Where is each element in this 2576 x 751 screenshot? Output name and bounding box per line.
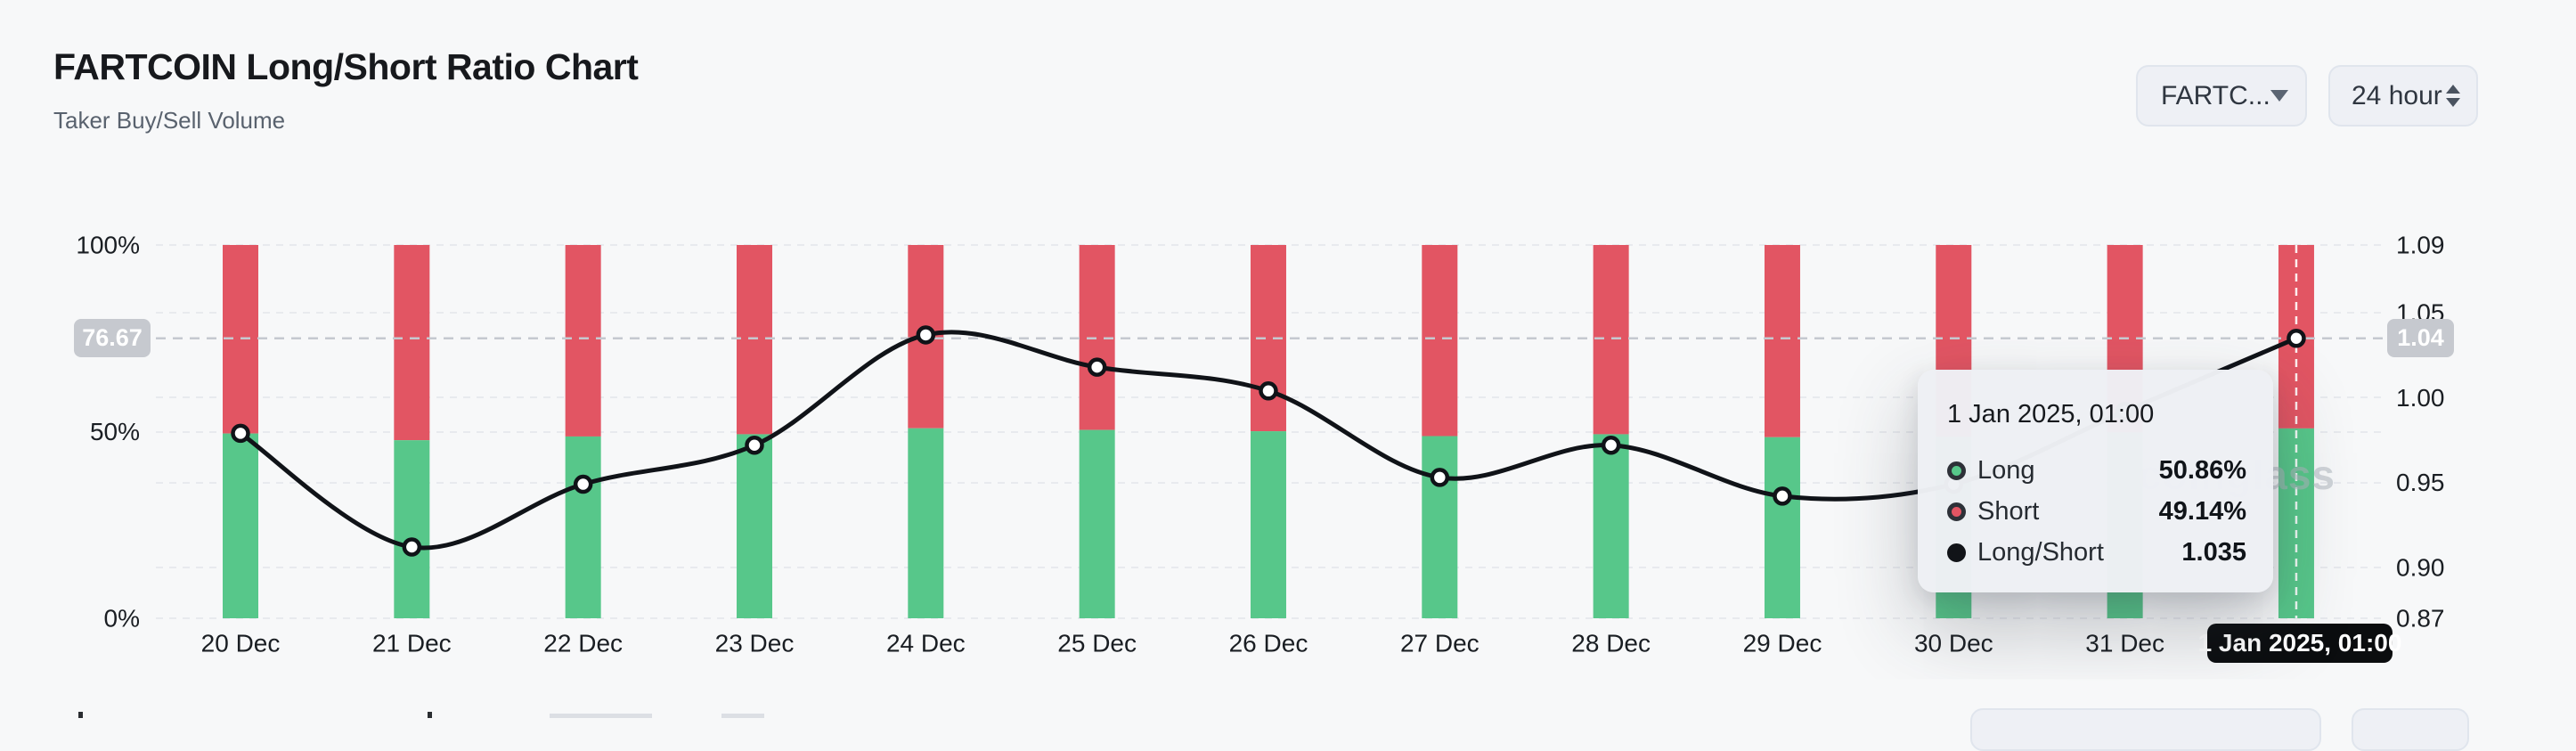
page-subtitle: Taker Buy/Sell Volume	[53, 107, 286, 134]
bottom-cutoff-text	[721, 714, 764, 718]
tooltip-short-value: 49.14%	[2158, 497, 2246, 526]
ratio-point-24 Dec[interactable]	[916, 325, 936, 345]
page-title: FARTCOIN Long/Short Ratio Chart	[53, 46, 639, 87]
left-axis-tick: 0%	[104, 605, 140, 633]
long-series-icon	[1947, 461, 1966, 480]
right-axis-tick: 0.95	[2396, 469, 2445, 496]
tooltip-row-short: Short 49.14%	[1947, 497, 2246, 527]
bottom-pair-select-cutoff[interactable]	[1970, 708, 2321, 751]
ratio-point-27 Dec[interactable]	[1430, 468, 1450, 487]
short-bar-29 Dec[interactable]	[1764, 245, 1800, 437]
long-bar-29 Dec[interactable]	[1764, 437, 1800, 618]
short-series-icon	[1947, 502, 1966, 521]
x-axis-label: 21 Dec	[372, 630, 452, 657]
short-bar-22 Dec[interactable]	[565, 245, 601, 437]
right-axis-tick: 1.09	[2396, 232, 2445, 259]
pair-select[interactable]: FARTC...	[2136, 65, 2307, 127]
short-bar-27 Dec[interactable]	[1422, 245, 1458, 437]
chart-tooltip: 1 Jan 2025, 01:00 Long 50.86% Short 49.1…	[1918, 370, 2273, 592]
tooltip-ratio-label: Long/Short	[1977, 538, 2104, 567]
ratio-point-22 Dec[interactable]	[573, 474, 593, 494]
ratio-point-26 Dec[interactable]	[1259, 381, 1278, 401]
long-bar-27 Dec[interactable]	[1422, 436, 1458, 618]
long-bar-22 Dec[interactable]	[565, 436, 601, 618]
right-axis-tick: 1.00	[2396, 384, 2445, 412]
chevron-updown-icon	[2446, 85, 2460, 107]
bottom-interval-select-cutoff[interactable]	[2352, 708, 2469, 751]
short-bar-21 Dec[interactable]	[394, 245, 430, 441]
long-bar-25 Dec[interactable]	[1079, 429, 1115, 618]
crosshair-left-axis-badge: 76.67	[74, 319, 151, 357]
left-axis-tick: 100%	[76, 232, 140, 259]
ratio-point-25 Dec[interactable]	[1087, 357, 1107, 377]
crosshair-right-axis-badge: 1.04	[2387, 319, 2454, 357]
long-bar-21 Dec[interactable]	[394, 440, 430, 618]
right-axis-tick: 0.90	[2396, 553, 2445, 581]
x-axis-label: 27 Dec	[1400, 630, 1480, 657]
tooltip-long-value: 50.86%	[2158, 456, 2246, 485]
x-axis-label: 24 Dec	[886, 630, 966, 657]
chevron-down-icon	[2270, 90, 2288, 102]
x-axis-label: 20 Dec	[201, 630, 281, 657]
interval-select[interactable]: 24 hour	[2328, 65, 2478, 127]
short-bar-23 Dec[interactable]	[736, 245, 772, 435]
tooltip-row-long: Long 50.86%	[1947, 456, 2246, 486]
tooltip-long-label: Long	[1977, 456, 2035, 485]
interval-select-label: 24 hour	[2352, 80, 2442, 110]
ratio-point-28 Dec[interactable]	[1601, 435, 1621, 455]
tooltip-short-label: Short	[1977, 497, 2040, 526]
x-axis-label: 23 Dec	[715, 630, 795, 657]
ratio-point-23 Dec[interactable]	[745, 435, 764, 455]
x-axis-label: 28 Dec	[1571, 630, 1651, 657]
pair-select-label: FARTC...	[2161, 80, 2270, 110]
bottom-cutoff-text	[428, 712, 432, 718]
right-axis-tick: 0.87	[2396, 605, 2445, 633]
ratio-series-icon	[1947, 543, 1966, 562]
tooltip-row-ratio: Long/Short 1.035	[1947, 538, 2246, 567]
x-axis-label: 26 Dec	[1229, 630, 1308, 657]
x-axis-hover-label: 1 Jan 2025, 01:00	[2198, 624, 2401, 663]
short-bar-28 Dec[interactable]	[1593, 245, 1629, 435]
long-bar-23 Dec[interactable]	[736, 434, 772, 618]
x-axis-label: 31 Dec	[2085, 630, 2164, 657]
ratio-point-29 Dec[interactable]	[1773, 486, 1792, 506]
x-axis-label: 30 Dec	[1914, 630, 1993, 657]
x-axis-label: 29 Dec	[1743, 630, 1822, 657]
x-axis-label: 25 Dec	[1057, 630, 1137, 657]
long-bar-28 Dec[interactable]	[1593, 434, 1629, 618]
ratio-point-1 Jan[interactable]	[2287, 329, 2306, 348]
ratio-point-20 Dec[interactable]	[231, 423, 250, 444]
long-bar-20 Dec[interactable]	[223, 433, 258, 618]
bottom-cutoff-text	[550, 714, 652, 718]
tooltip-ratio-value: 1.035	[2181, 538, 2246, 567]
bottom-cutoff-text	[78, 712, 83, 718]
left-axis-tick: 50%	[90, 418, 140, 445]
ratio-point-21 Dec[interactable]	[402, 537, 422, 557]
long-bar-24 Dec[interactable]	[908, 428, 944, 618]
long-bar-26 Dec[interactable]	[1250, 431, 1286, 618]
x-axis-label: 22 Dec	[543, 630, 623, 657]
tooltip-date: 1 Jan 2025, 01:00	[1947, 400, 2155, 429]
